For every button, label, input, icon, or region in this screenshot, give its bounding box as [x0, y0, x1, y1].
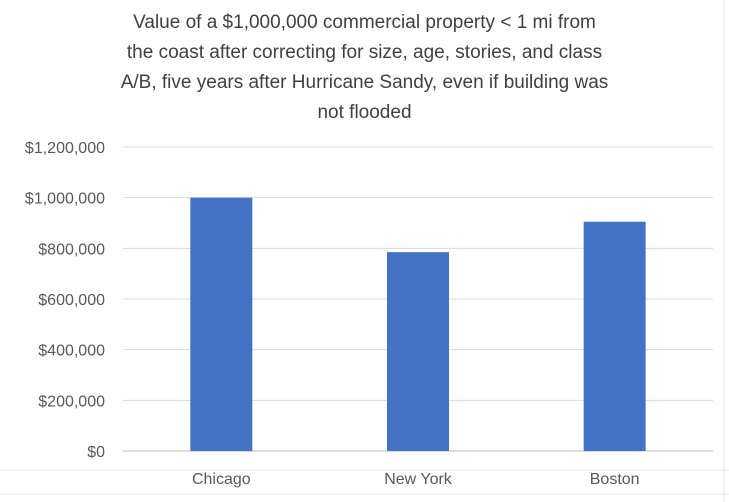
y-tick-label: $1,000,000	[25, 191, 105, 208]
bar-chicago	[190, 197, 253, 451]
x-category-label: Chicago	[192, 471, 251, 488]
chart-title-line-4: not flooded	[317, 102, 412, 123]
y-tick-label: $600,000	[38, 292, 105, 309]
y-tick-label: $0	[87, 444, 105, 461]
x-category-label: Boston	[590, 471, 640, 488]
y-tick-label: $800,000	[38, 241, 105, 258]
x-category-label: New York	[384, 471, 453, 488]
y-tick-label: $400,000	[38, 343, 105, 360]
bar-new-york	[387, 252, 449, 451]
y-tick-label: $200,000	[38, 393, 105, 410]
chart-title-line-2: the coast after correcting for size, age…	[126, 42, 603, 63]
y-tick-label: $1,200,000	[25, 140, 105, 157]
chart-title-line-1: Value of a $1,000,000 commercial propert…	[133, 12, 596, 33]
bar-boston	[583, 221, 646, 451]
chart-title-line-3: A/B, five years after Hurricane Sandy, e…	[120, 72, 609, 93]
